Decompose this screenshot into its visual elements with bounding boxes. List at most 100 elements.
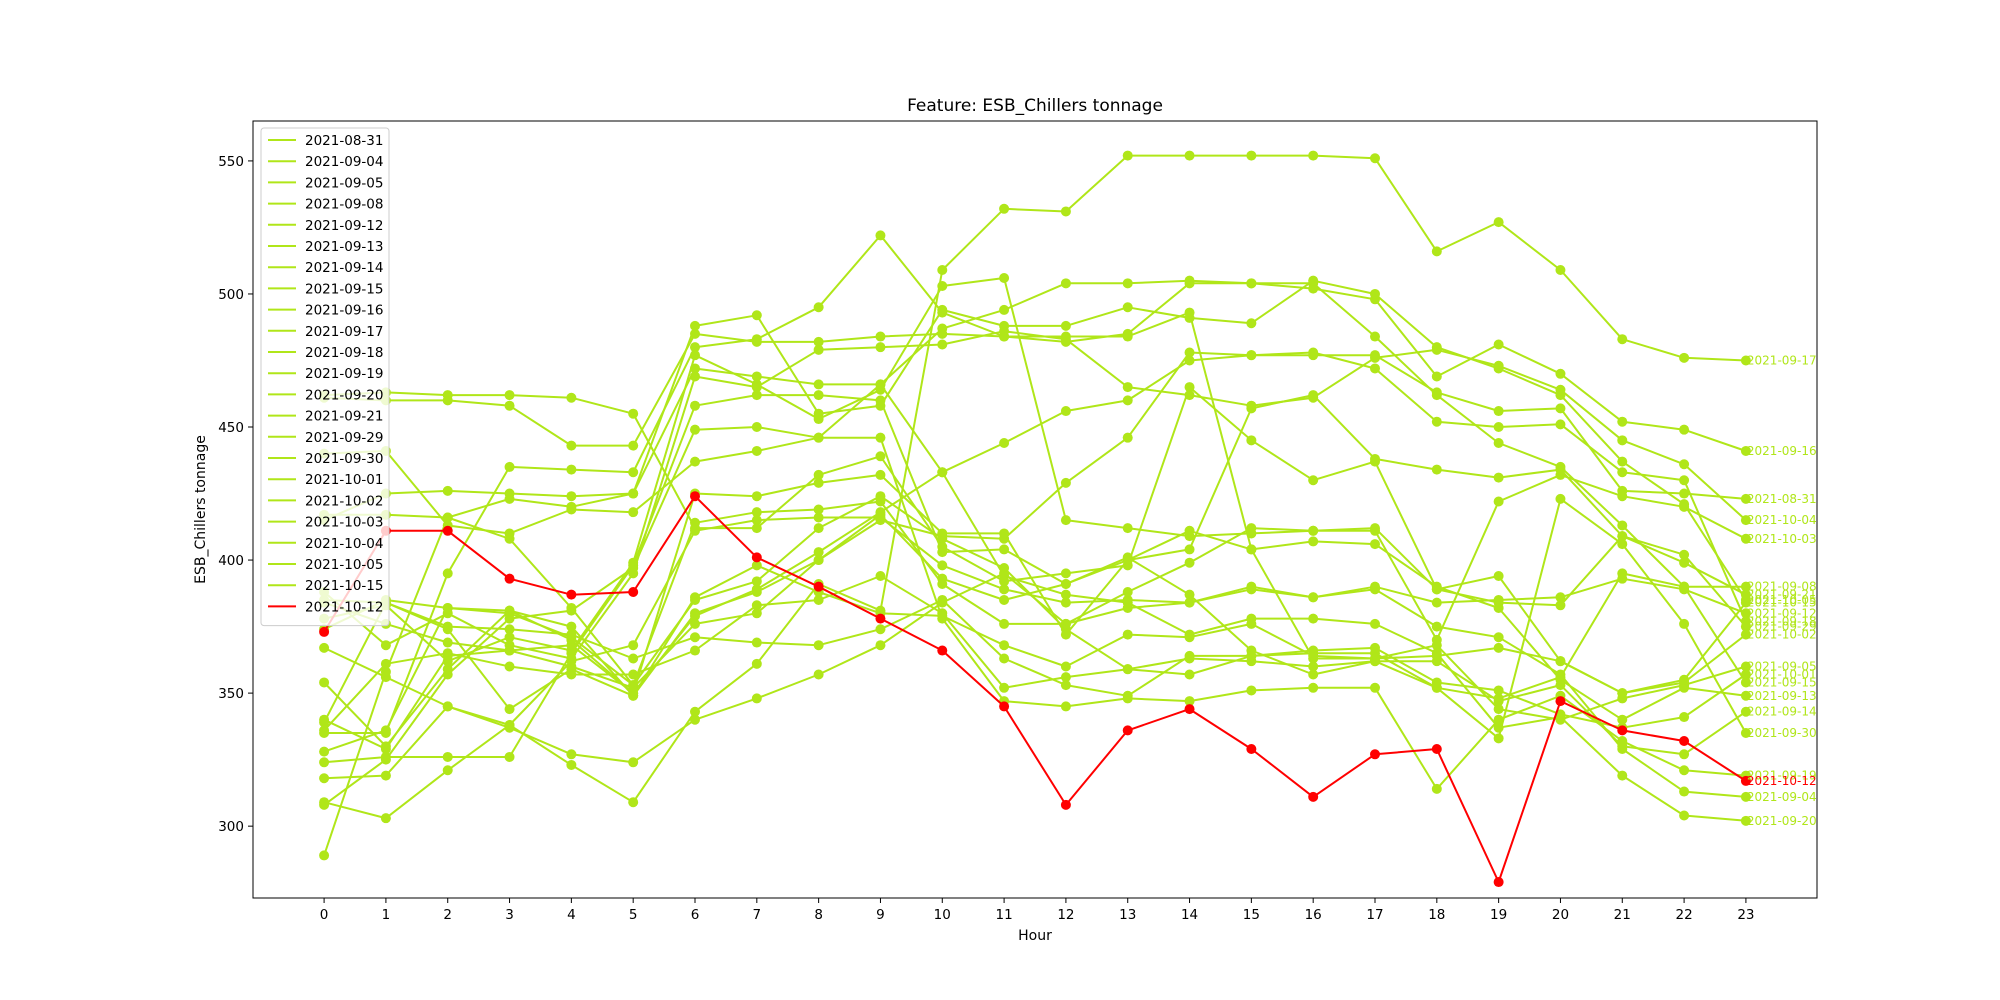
data-point [875,331,886,342]
series-line [323,330,1747,660]
series-end-labels: 2021-08-31 2021-09-04 2021-09-05 2021-09-08… [1747,353,1817,827]
data-point [1184,589,1195,600]
end-label: 2021-10-04 [1747,513,1817,527]
data-point [1122,664,1133,675]
data-point [1555,493,1566,504]
data-point [1679,352,1690,363]
data-point [690,523,700,534]
data-point [1493,733,1504,744]
data-point [1679,786,1690,797]
data-point [1370,363,1380,374]
data-point [1184,704,1195,715]
y-tick-label: 400 [218,553,244,569]
data-point [1555,368,1566,379]
y-tick-label: 450 [218,420,244,436]
data-point [1308,475,1319,486]
data-point [1493,571,1504,582]
data-point [1617,334,1628,345]
data-point [937,467,948,478]
data-point [566,621,577,632]
data-point [1308,347,1319,358]
data-point [1679,736,1690,747]
data-point [1679,618,1690,629]
data-point [813,669,824,680]
series-2021-09-20 [319,363,1751,861]
data-point [1246,400,1257,411]
series-line [323,564,1747,697]
data-point [813,547,824,558]
data-point [1740,581,1751,592]
data-point [690,400,700,411]
data-point [1740,629,1751,640]
data-point [1431,390,1442,401]
data-point [380,728,391,739]
data-point [319,746,330,757]
data-point [1493,217,1504,228]
legend-label: 2021-09-19 [305,366,383,382]
x-tick-label: 5 [629,907,638,923]
data-point [1679,557,1690,568]
data-point [1493,496,1504,507]
data-point [566,464,577,475]
data-point [1493,877,1504,888]
data-point [1431,371,1442,382]
data-point [1555,403,1566,414]
data-point [751,658,762,669]
legend-label: 2021-09-15 [305,281,383,297]
data-point [1370,288,1380,299]
data-point [1122,629,1133,640]
legend-label: 2021-10-12 [305,599,383,615]
data-point [380,658,391,669]
data-point [1184,382,1195,393]
data-point [937,594,948,605]
data-point [1060,568,1071,579]
data-point [1679,765,1690,776]
data-point [442,701,453,712]
data-point [1122,725,1133,736]
data-point [1246,685,1257,696]
data-point [1740,445,1751,456]
data-point [628,757,639,768]
data-point [628,586,639,597]
legend-label: 2021-09-20 [305,387,383,403]
end-label: 2021-10-12 [1747,774,1817,788]
end-label: 2021-09-17 [1747,353,1817,367]
data-point [751,515,762,526]
data-point [751,584,762,595]
data-point [690,342,700,353]
data-point [1493,685,1504,696]
data-point [1555,419,1566,430]
x-tick-label: 9 [876,907,885,923]
legend-label: 2021-09-13 [305,239,383,255]
data-point [1555,469,1566,480]
series-2021-10-12 [319,491,1751,888]
data-point [566,629,577,640]
data-point [1060,618,1071,629]
data-point [751,507,762,518]
data-point [690,618,700,629]
data-point [875,571,886,582]
data-point [1493,642,1504,653]
legend: 2021-08-31 2021-09-04 2021-09-05 2021-09-08… [260,127,390,627]
series-line [323,426,1746,806]
data-point [442,751,453,762]
data-point [1740,690,1751,701]
data-point [1679,475,1690,486]
data-point [1679,424,1690,435]
data-point [1246,618,1257,629]
data-point [690,371,700,382]
data-point [442,512,453,523]
data-point [813,581,824,592]
data-point [1122,382,1133,393]
legend-label: 2021-09-12 [305,218,383,234]
data-point [1493,714,1504,725]
data-point [1740,791,1751,802]
series-2021-10-04 [319,326,1751,664]
data-point [1555,592,1566,603]
data-point [566,392,577,403]
data-point [1246,650,1257,661]
data-point [1679,581,1690,592]
data-point [1740,493,1751,504]
data-point [442,568,453,579]
data-point [566,589,577,600]
